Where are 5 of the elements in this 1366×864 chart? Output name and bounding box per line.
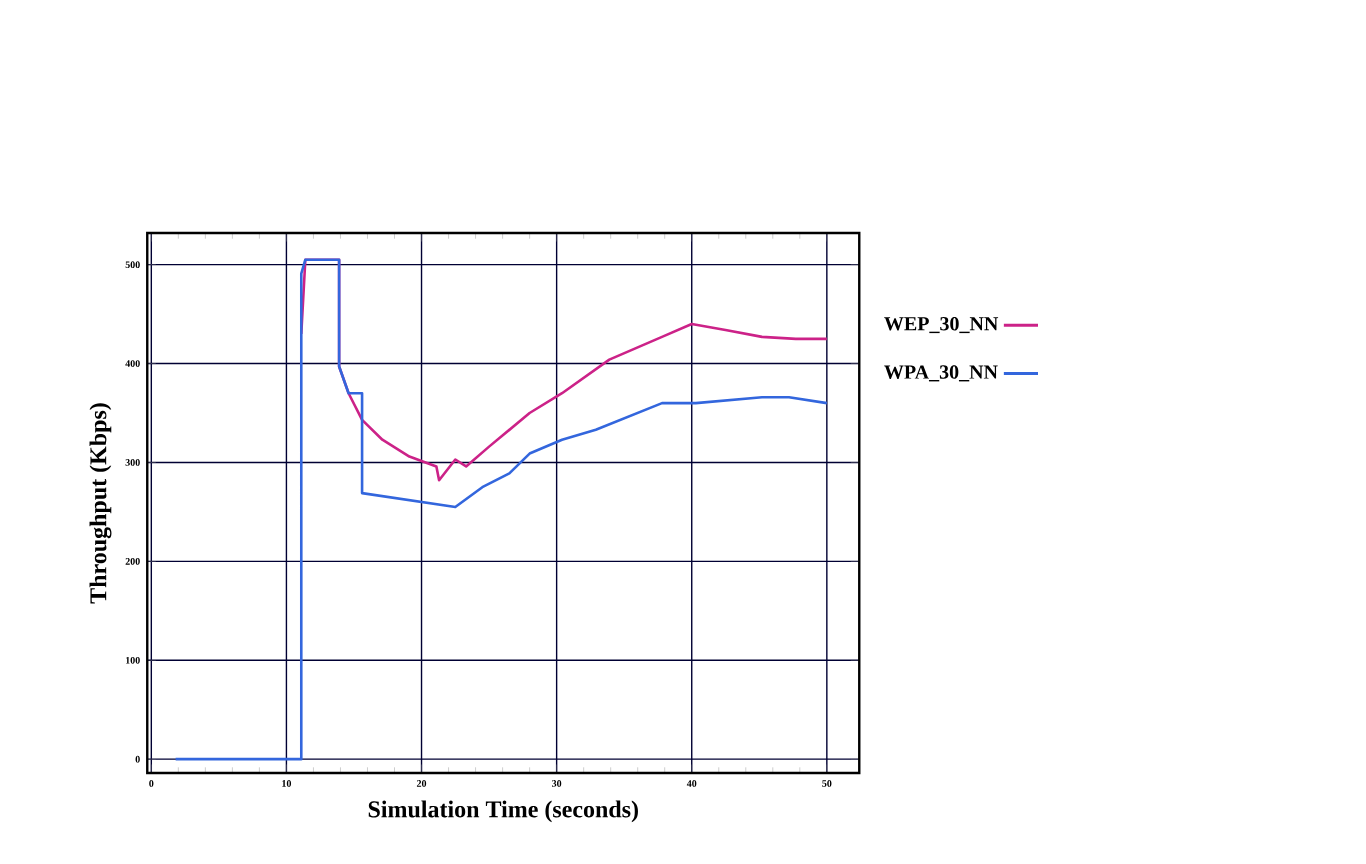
line-series bbox=[174, 258, 829, 761]
x-axis-title: Simulation Time (seconds) bbox=[368, 800, 638, 823]
legend-label: WEP_30_NN bbox=[884, 317, 999, 334]
legend-label: WPA_30_NN bbox=[884, 365, 998, 382]
y-axis-title: Throughput (Kbps) bbox=[89, 403, 112, 604]
